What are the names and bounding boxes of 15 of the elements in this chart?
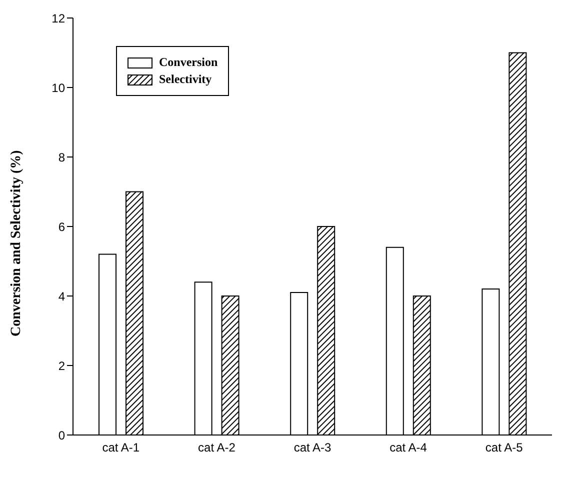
x-tick-label: cat A-2 [198, 440, 236, 455]
y-tick-label: 10 [52, 80, 66, 95]
y-axis-title: Conversion and Selectivity (%) [8, 150, 24, 336]
x-tick-label: cat A-4 [390, 440, 428, 455]
x-tick-label: cat A-3 [294, 440, 332, 455]
y-tick-label: 0 [58, 428, 66, 442]
x-tick-label: cat A-5 [485, 440, 524, 455]
y-tick-label: 2 [58, 358, 66, 373]
y-tick-label: 6 [58, 220, 66, 234]
legend-label: Selectivity [159, 72, 212, 87]
y-tick-label: 12 [52, 11, 66, 26]
y-tick-label: 4 [58, 289, 66, 304]
x-tick-label: cat A-1 [102, 440, 140, 455]
y-tick-label: 8 [58, 150, 66, 164]
legend-label: Conversion [159, 55, 218, 70]
